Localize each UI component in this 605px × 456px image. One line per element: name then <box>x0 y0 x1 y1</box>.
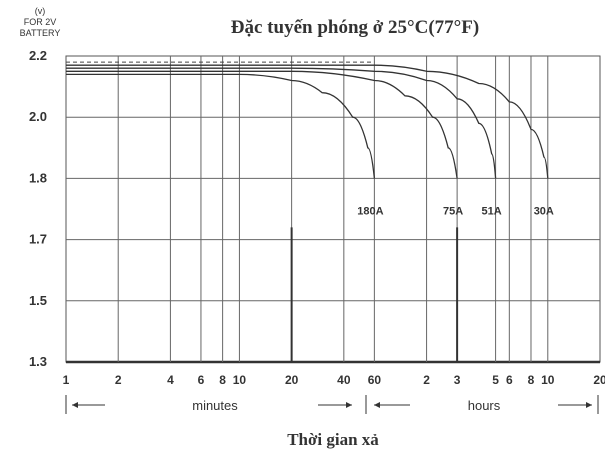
x-tick-label: 10 <box>233 373 247 387</box>
y-tick-label: 1.3 <box>29 354 47 369</box>
plot-frame <box>65 55 601 363</box>
chart-grid <box>65 55 601 364</box>
y-tick-label: 1.8 <box>29 170 47 185</box>
minutes-range-left-arrowhead <box>72 402 78 408</box>
x-tick-label: 20 <box>593 373 605 387</box>
series-line-180A <box>66 73 376 179</box>
hours-range-label: hours <box>468 398 501 413</box>
series-line-51A <box>66 67 497 179</box>
x-tick-label: 8 <box>219 373 226 387</box>
x-tick-label: 4 <box>167 373 174 387</box>
y-unit-line-2: FOR 2V <box>24 17 57 27</box>
y-axis-ticks: 2.2 2.0 1.8 1.7 1.5 1.3 <box>29 48 47 369</box>
x-tick-label: 2 <box>115 373 122 387</box>
x-tick-label: 2 <box>423 373 430 387</box>
hours-range-indicator: hours <box>374 395 599 414</box>
series-label-75A: 75A <box>443 205 463 217</box>
series-label-180A: 180A <box>357 205 383 217</box>
y-tick-label: 1.7 <box>29 232 47 247</box>
chart-title: Đặc tuyến phóng ở 25°C(77°F) <box>231 17 479 38</box>
x-tick-label: 6 <box>506 373 513 387</box>
x-tick-label: 1 <box>63 373 70 387</box>
x-axis-ticks: 1 2 4 6 8 10 20 40 60 2 3 5 6 8 10 20 <box>63 373 605 387</box>
x-tick-label: 40 <box>337 373 351 387</box>
series-line-30A <box>66 64 549 179</box>
y-unit-line-1: (v) <box>35 6 46 16</box>
y-unit-line-3: BATTERY <box>20 28 61 38</box>
x-tick-label: 3 <box>454 373 461 387</box>
y-tick-label: 2.2 <box>29 48 47 63</box>
y-tick-label: 2.0 <box>29 109 47 124</box>
x-tick-label: 5 <box>492 373 499 387</box>
series-line-75A <box>66 70 458 179</box>
minutes-range-right-arrowhead <box>346 402 352 408</box>
series-label-51A: 51A <box>481 205 501 217</box>
y-tick-label: 1.5 <box>29 293 47 308</box>
hours-range-left-arrowhead <box>374 402 380 408</box>
hours-range-right-arrowhead <box>586 402 592 408</box>
x-tick-label: 6 <box>198 373 205 387</box>
x-tick-label: 60 <box>368 373 382 387</box>
minutes-range-label: minutes <box>192 398 238 413</box>
x-tick-label: 8 <box>528 373 535 387</box>
x-axis-title: Thời gian xả <box>287 430 379 449</box>
x-tick-label: 10 <box>541 373 555 387</box>
x-tick-label: 20 <box>285 373 299 387</box>
minutes-range-indicator: minutes <box>65 395 367 414</box>
series-label-30A: 30A <box>534 205 554 217</box>
chart-series: 180A 75A 51A 30A <box>66 61 554 217</box>
